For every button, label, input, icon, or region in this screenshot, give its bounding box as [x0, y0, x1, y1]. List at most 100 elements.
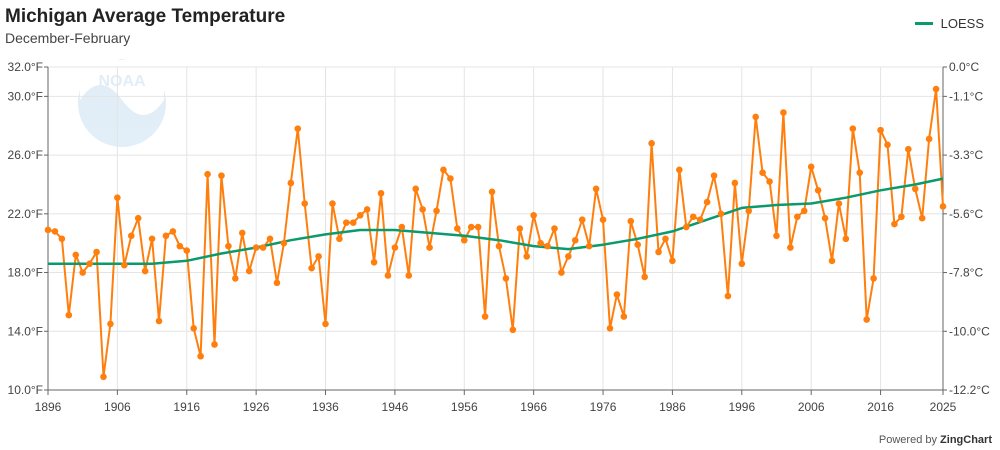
- temperature-point: [495, 242, 503, 250]
- temperature-point: [294, 125, 302, 132]
- temperature-point: [856, 169, 864, 177]
- temperature-point: [544, 242, 551, 250]
- temperature-point: [419, 206, 426, 213]
- temperature-point: [336, 235, 343, 243]
- y-tick-label-right: -7.8°C: [949, 266, 983, 280]
- temperature-point: [259, 244, 267, 251]
- temperature-point: [738, 260, 746, 268]
- y-tick-label-left: 32.0°F: [8, 60, 43, 74]
- temperature-point: [273, 279, 281, 287]
- temperature-point: [65, 311, 73, 319]
- legend[interactable]: LOESS: [914, 16, 984, 31]
- y-tick-label-left: 10.0°F: [8, 383, 43, 397]
- temperature-point: [807, 163, 815, 171]
- temperature-point: [509, 326, 517, 334]
- temperature-point: [669, 257, 676, 265]
- temperature-point: [440, 166, 447, 174]
- temperature-point: [800, 207, 808, 215]
- watermark-text: NOAA: [98, 73, 146, 90]
- grid: [47, 66, 944, 391]
- x-tick-label: 1956: [451, 400, 478, 414]
- loess-line: [48, 177, 944, 265]
- y-tick-label-right: 0.0°C: [949, 60, 979, 74]
- temperature-point: [877, 126, 884, 134]
- temperature-point: [127, 232, 135, 240]
- temperature-point: [51, 228, 59, 235]
- temperature-point: [329, 200, 336, 207]
- x-tick-label: 1986: [659, 400, 686, 414]
- temperature-point: [884, 141, 891, 149]
- y-tick-label-left: 30.0°F: [8, 89, 43, 103]
- temperature-point: [467, 223, 475, 231]
- y-tick-label-right: -1.1°C: [949, 89, 983, 103]
- temperature-point: [710, 172, 718, 179]
- temperature-point: [107, 320, 114, 328]
- temperature-point: [245, 267, 253, 275]
- temperature-point: [578, 216, 586, 223]
- temperature-point: [759, 169, 766, 177]
- temperature-point: [454, 225, 461, 232]
- temperature-point: [939, 203, 947, 210]
- y-tick-label-left: 14.0°F: [8, 324, 43, 338]
- temperature-point: [766, 178, 773, 185]
- temperature-point: [565, 253, 572, 260]
- temperature-point: [918, 214, 926, 222]
- temperature-point: [905, 145, 912, 153]
- temperature-point: [537, 239, 544, 247]
- x-tick-label: 1896: [35, 400, 62, 414]
- temperature-point: [620, 313, 628, 320]
- temperature-point: [696, 216, 704, 223]
- temperature-point: [238, 229, 246, 237]
- temperature-point: [93, 248, 100, 256]
- y-tick-label-left: 18.0°F: [8, 266, 43, 280]
- temperature-point: [648, 140, 655, 147]
- temperature-point: [849, 125, 857, 132]
- temperature-point: [287, 179, 295, 187]
- y-tick-label-right: -10.0°C: [949, 324, 990, 338]
- chart-subtitle: December-February: [5, 30, 131, 46]
- temperature-point: [606, 325, 614, 332]
- temperature-point: [134, 214, 142, 222]
- temperature-point: [44, 226, 52, 234]
- temperature-point: [502, 275, 510, 282]
- temperature-point: [349, 219, 357, 226]
- temperature-point: [197, 352, 204, 360]
- temperature-point: [280, 239, 288, 247]
- temperature-point: [148, 235, 156, 243]
- temperature-point: [787, 244, 794, 251]
- temperature-point: [898, 213, 905, 221]
- y-tick-label-left: 26.0°F: [8, 148, 43, 162]
- temperature-point: [676, 166, 683, 174]
- temperature-point: [141, 267, 149, 275]
- temperature-point: [634, 241, 642, 248]
- temperature-point: [398, 223, 406, 231]
- temperature-line: [47, 88, 944, 378]
- temperature-point: [162, 232, 170, 240]
- temperature-point: [384, 272, 392, 279]
- temperature-point: [752, 113, 759, 121]
- temperature-point: [114, 194, 121, 201]
- x-tick-label: 1946: [382, 400, 409, 414]
- temperature-point: [592, 185, 600, 193]
- temperature-point: [655, 248, 662, 256]
- legend-item-loess[interactable]: LOESS: [940, 16, 984, 31]
- credit-brand[interactable]: ZingChart: [940, 434, 992, 446]
- temperature-point: [863, 316, 870, 323]
- temperature-point: [585, 242, 593, 250]
- noaa-logo-watermark: NOAA: [78, 58, 166, 147]
- temperature-point: [599, 216, 607, 223]
- temperature-point: [627, 217, 635, 225]
- temperature-point: [79, 269, 86, 276]
- legend-swatch-loess: [914, 22, 933, 25]
- temperature-point: [551, 225, 558, 232]
- powered-by-credit[interactable]: Powered by ZingChart: [879, 434, 992, 446]
- x-tick-label: 1916: [173, 400, 200, 414]
- x-tick-label: 2016: [867, 400, 894, 414]
- temperature-point: [169, 228, 177, 235]
- temperature-point: [447, 175, 454, 182]
- temperature-point: [794, 213, 801, 221]
- temperature-point: [363, 206, 371, 213]
- x-tick-label: 1996: [728, 400, 755, 414]
- temperature-point: [558, 269, 565, 276]
- temperature-point: [481, 313, 489, 320]
